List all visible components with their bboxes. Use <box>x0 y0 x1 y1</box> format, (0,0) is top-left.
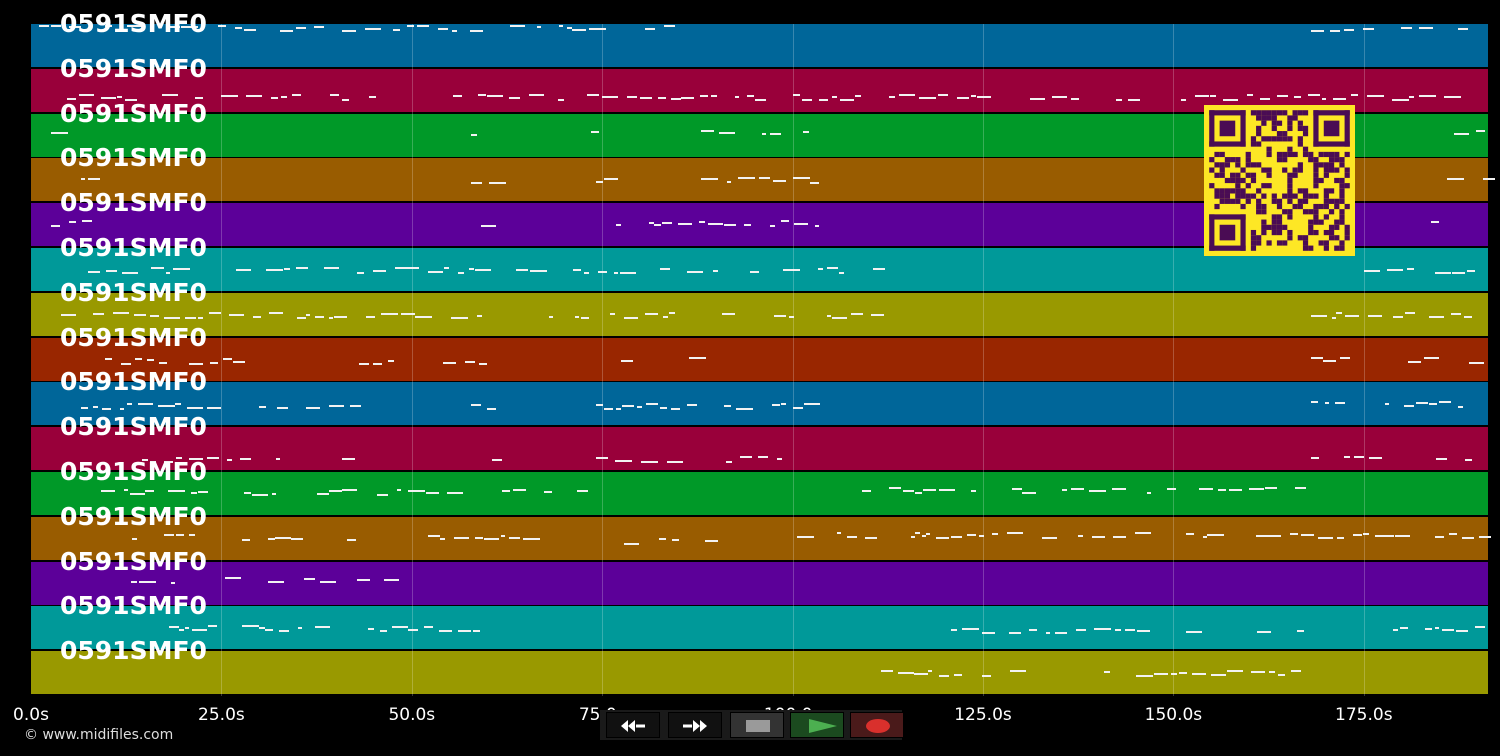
track-label: 0591SMF0 <box>60 546 207 576</box>
grid-line <box>1173 24 1175 696</box>
track-label: 0591SMF0 <box>60 636 207 666</box>
note-events <box>31 69 1488 112</box>
fast-forward-button[interactable] <box>668 712 722 738</box>
track-lane-13[interactable] <box>31 561 1488 605</box>
note-events <box>31 338 1488 381</box>
track-lane-10[interactable] <box>31 427 1488 471</box>
grid-line <box>411 24 413 696</box>
track-lane-12[interactable] <box>31 516 1491 560</box>
track-label: 0591SMF0 <box>60 322 207 352</box>
note-events <box>31 427 1488 470</box>
time-tick-label: 175.0s <box>1335 705 1393 725</box>
track-label: 0591SMF0 <box>60 143 207 173</box>
track-label: 0591SMF0 <box>60 277 207 307</box>
grid-line <box>602 24 604 696</box>
note-events <box>31 248 1488 291</box>
play-button[interactable] <box>790 712 844 738</box>
play-icon <box>809 719 837 733</box>
qr-code[interactable] <box>1204 105 1355 256</box>
piano-roll[interactable]: 0591SMF0 0591SMF0 0591SMF0 0591SMF0 0591SMF0… <box>0 0 1500 700</box>
track-lane-14[interactable] <box>31 606 1488 650</box>
time-tick-label: 150.0s <box>1144 705 1203 725</box>
transport-controls <box>600 710 904 740</box>
grid-line <box>1363 24 1365 696</box>
note-events <box>31 293 1488 336</box>
track-lane-9[interactable] <box>31 382 1488 426</box>
track-lane-2[interactable] <box>31 68 1488 112</box>
note-events <box>31 382 1488 425</box>
track-label: 0591SMF0 <box>60 457 207 486</box>
track-label: 0591SMF0 <box>60 233 207 262</box>
fast-forward-icon <box>683 720 707 732</box>
track-lane-15[interactable] <box>31 651 1488 695</box>
time-tick-label: 50.0s <box>388 705 436 725</box>
copyright-text: © www.midifiles.com <box>24 727 174 743</box>
grid-line <box>221 24 223 696</box>
rewind-icon <box>621 720 645 732</box>
track-lane-8[interactable] <box>31 337 1488 381</box>
track-label: 0591SMF0 <box>60 591 207 621</box>
grid-line <box>983 24 984 696</box>
note-events <box>31 606 1488 649</box>
note-events <box>31 562 1488 605</box>
note-events <box>31 24 1488 67</box>
time-tick-label: 25.0s <box>198 705 245 725</box>
note-events <box>31 472 1488 515</box>
track-label: 0591SMF0 <box>60 188 207 218</box>
note-events <box>31 203 1488 246</box>
grid-line <box>792 24 794 696</box>
track-lane-7[interactable] <box>31 292 1488 336</box>
track-label: 0591SMF0 <box>60 53 207 83</box>
note-events <box>31 158 1495 201</box>
time-tick-label: 125.0s <box>954 705 1012 725</box>
stop-button[interactable] <box>730 712 784 738</box>
rewind-button[interactable] <box>606 712 660 738</box>
record-button[interactable] <box>850 712 904 738</box>
track-lane-11[interactable] <box>31 472 1488 515</box>
track-lane-1[interactable] <box>31 24 1488 67</box>
track-label: 0591SMF0 <box>60 501 207 531</box>
time-tick-label: 0.0s <box>13 705 49 725</box>
note-events <box>31 517 1491 560</box>
stop-icon <box>746 720 770 732</box>
track-label: 0591SMF0 <box>60 9 207 38</box>
note-events <box>31 651 1488 694</box>
note-events <box>31 114 1488 157</box>
track-label: 0591SMF0 <box>60 98 207 128</box>
record-icon <box>866 719 890 733</box>
track-label: 0591SMF0 <box>60 367 207 397</box>
track-label: 0591SMF0 <box>60 412 207 442</box>
